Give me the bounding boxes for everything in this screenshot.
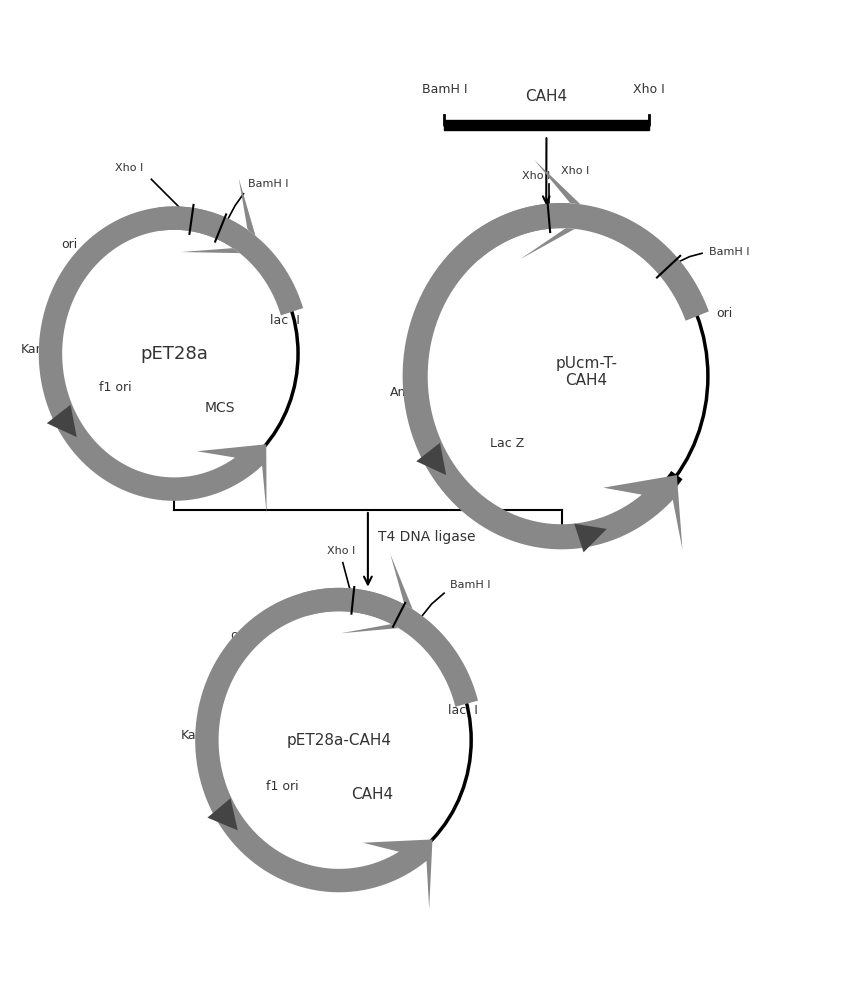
Text: Xho I: Xho I xyxy=(632,83,664,96)
Polygon shape xyxy=(637,233,686,285)
Polygon shape xyxy=(464,160,582,260)
Text: MCS: MCS xyxy=(205,401,236,415)
Text: Xho I: Xho I xyxy=(522,171,551,181)
Text: Lac Z: Lac Z xyxy=(490,437,525,450)
Text: ori: ori xyxy=(717,307,733,320)
Text: BamH I: BamH I xyxy=(422,83,467,96)
Text: BamH I: BamH I xyxy=(709,247,749,257)
Text: Xho I: Xho I xyxy=(327,546,355,556)
Polygon shape xyxy=(118,212,152,239)
Text: pUcm-T-
CAH4: pUcm-T- CAH4 xyxy=(556,356,618,388)
Text: Xho I: Xho I xyxy=(115,163,143,173)
Polygon shape xyxy=(574,524,607,552)
Text: f1 ori: f1 ori xyxy=(99,381,132,394)
Polygon shape xyxy=(402,203,709,549)
Text: Xho I: Xho I xyxy=(562,166,589,176)
Text: T4 DNA ligase: T4 DNA ligase xyxy=(378,530,476,544)
Polygon shape xyxy=(47,405,77,437)
Polygon shape xyxy=(416,443,446,475)
Text: ori: ori xyxy=(231,629,247,642)
Text: CAH4: CAH4 xyxy=(351,787,393,802)
Text: BamH I: BamH I xyxy=(450,580,490,590)
Text: pET28a-CAH4: pET28a-CAH4 xyxy=(286,733,392,748)
Text: Kanr: Kanr xyxy=(181,729,210,742)
Polygon shape xyxy=(195,588,478,909)
Polygon shape xyxy=(400,609,442,650)
Text: Kanr: Kanr xyxy=(20,343,49,356)
Text: Ampr: Ampr xyxy=(390,386,424,399)
Text: BamH I: BamH I xyxy=(248,179,288,189)
Text: CAH4: CAH4 xyxy=(525,89,568,104)
Polygon shape xyxy=(39,206,303,514)
Text: ori: ori xyxy=(61,238,77,251)
Text: lac  I: lac I xyxy=(270,314,301,327)
Text: f1 ori: f1 ori xyxy=(266,780,298,793)
Text: lac  I: lac I xyxy=(448,704,477,717)
Polygon shape xyxy=(157,178,255,253)
Text: pET28a: pET28a xyxy=(141,345,208,363)
Polygon shape xyxy=(301,554,413,633)
Polygon shape xyxy=(273,596,305,624)
Polygon shape xyxy=(207,798,237,830)
